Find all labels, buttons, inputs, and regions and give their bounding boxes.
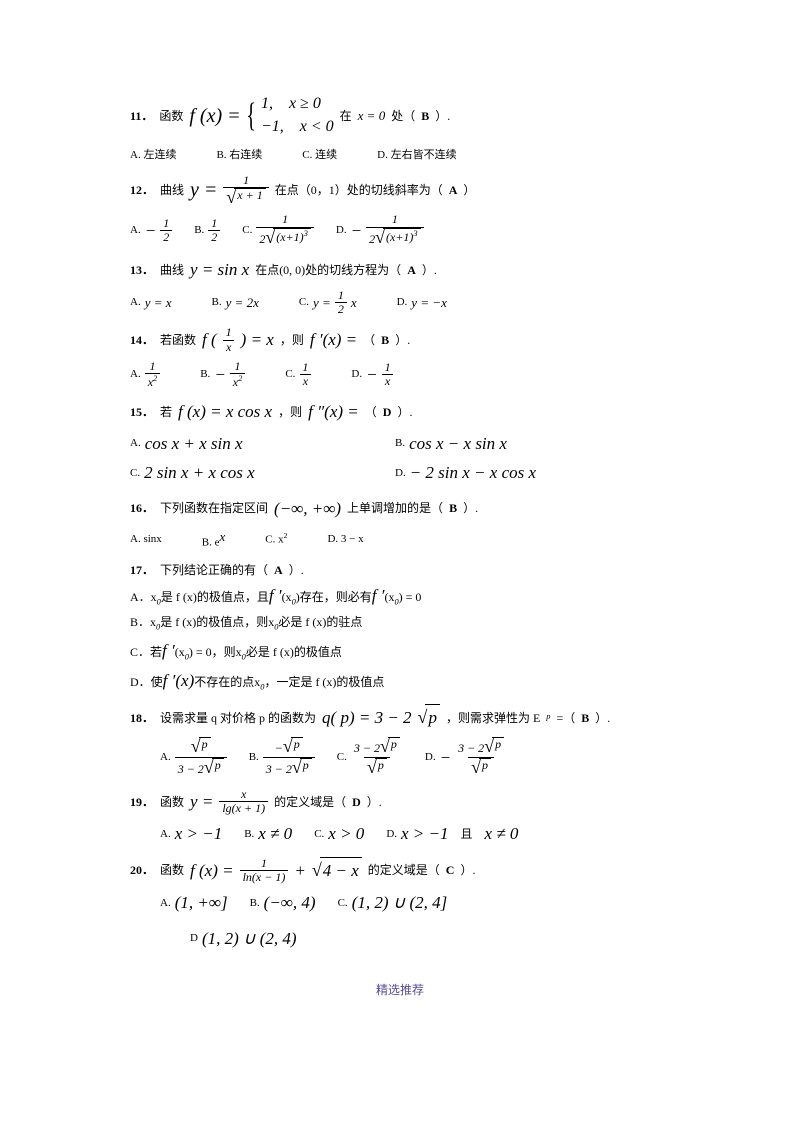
q12-ans: A bbox=[449, 181, 458, 199]
q13: 13． 曲线 y = sin x 在点(0, 0)处的切线方程为（ A ）. A… bbox=[130, 257, 670, 316]
q12-den1: x + 1 bbox=[234, 188, 265, 202]
q12-num: 12． bbox=[130, 181, 154, 199]
q12-post2: ） bbox=[463, 181, 475, 199]
q15: 15． 若 f (x) = x cos x ，则 f ″(x) = （ D ）.… bbox=[130, 399, 670, 486]
q11-B: B. 右连续 bbox=[216, 147, 262, 164]
q11-post1: 在 bbox=[340, 107, 352, 125]
q11-piece: 1, x ≥ 0 −1, x < 0 bbox=[261, 93, 334, 138]
q12-cB: B. 12 bbox=[194, 217, 220, 244]
q11-p2: −1, x < 0 bbox=[261, 116, 334, 138]
q11-post3: 处（ bbox=[391, 107, 415, 125]
q19: 19． 函数 y = x lg(x + 1) 的定义域是（ D ）. A.x >… bbox=[130, 788, 670, 847]
q12-y: y = bbox=[190, 175, 217, 205]
q12-post: 在点（0，1）处的切线斜率为（ bbox=[275, 181, 443, 199]
brace: { bbox=[246, 90, 256, 141]
q12-num1: 1 bbox=[240, 174, 252, 187]
q11-A: A. 左连续 bbox=[130, 147, 176, 164]
q16: 16． 下列函数在指定区间 (−∞, +∞) 上单调增加的是（ B ）. A. … bbox=[130, 496, 670, 552]
q11: 11． 函数 f (x) = { 1, x ≥ 0 −1, x < 0 在 x … bbox=[130, 90, 670, 164]
q12-cC: C. 1 2√(x+1)3 bbox=[242, 213, 314, 247]
q12-frac: 1 √x + 1 bbox=[223, 174, 268, 208]
q11-post4: ）. bbox=[435, 107, 450, 125]
q11-pre: 函数 bbox=[159, 107, 183, 125]
q11-C: C. 连续 bbox=[302, 147, 337, 164]
q11-post2: x = 0 bbox=[358, 106, 386, 126]
q12-cD: D. − 1 2√(x+1)3 bbox=[336, 213, 424, 247]
page: 11． 函数 f (x) = { 1, x ≥ 0 −1, x < 0 在 x … bbox=[0, 0, 800, 1039]
q12-cA: A. − 12 bbox=[130, 217, 172, 244]
q11-ans: B bbox=[421, 107, 429, 125]
q11-fx: f (x) = bbox=[189, 101, 240, 131]
q12-pre: 曲线 bbox=[160, 181, 184, 199]
q11-num: 11． bbox=[130, 107, 153, 125]
footer: 精选推荐 bbox=[130, 981, 670, 999]
q18: 18． 设需求量 q 对价格 p 的函数为 q( p) = 3 − 2 √p ，… bbox=[130, 704, 670, 778]
q11-p1: 1, x ≥ 0 bbox=[261, 93, 334, 115]
q17: 17． 下列结论正确的有（ A ）. A．x0是 f (x)的极值点，且f ′(… bbox=[130, 561, 670, 694]
q14: 14． 若函数 f ( 1x ) = x ，则 f ′(x) = （ B ）. … bbox=[130, 326, 670, 389]
q20: 20． 函数 f (x) = 1 ln(x − 1) + √4 − x 的定义域… bbox=[130, 857, 670, 951]
q11-D: D. 左右皆不连续 bbox=[377, 147, 456, 164]
q12: 12． 曲线 y = 1 √x + 1 在点（0，1）处的切线斜率为（ A ） … bbox=[130, 174, 670, 248]
